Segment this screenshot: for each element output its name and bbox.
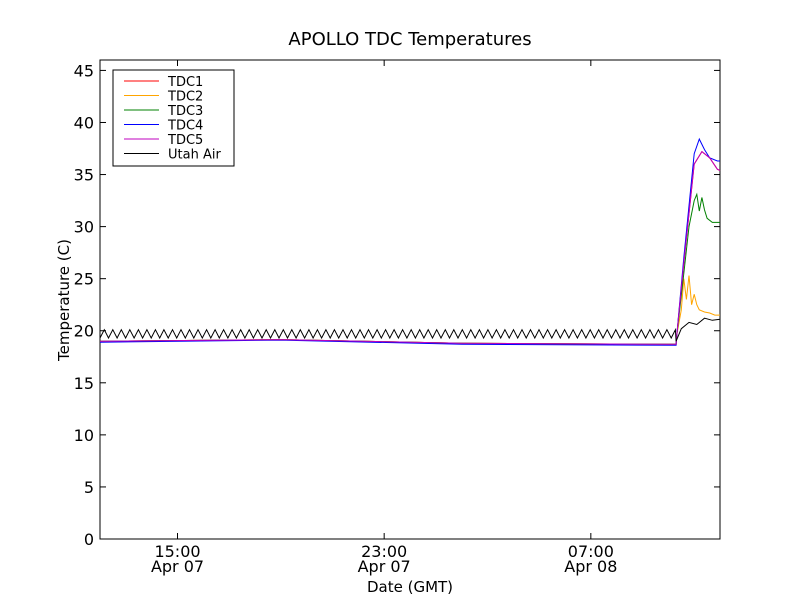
y-tick-label: 40 [74, 113, 94, 132]
series-line-tdc4 [99, 137, 720, 346]
y-axis-label: Temperature (C) [55, 239, 73, 362]
x-tick-time-label: 15:00 [154, 542, 200, 561]
x-axis-label: Date (GMT) [367, 578, 453, 596]
legend-label: TDC2 [167, 90, 203, 105]
y-tick-label: 0 [84, 530, 94, 549]
x-tick-date-label: Apr 07 [358, 557, 411, 576]
y-tick-label: 5 [84, 478, 94, 497]
legend-label: TDC3 [167, 104, 203, 119]
y-tick-label: 20 [74, 322, 94, 341]
y-tick-label: 10 [74, 426, 94, 445]
legend-label: TDC5 [167, 133, 203, 148]
chart-title: APOLLO TDC Temperatures [288, 29, 531, 50]
series-layer [99, 137, 721, 346]
legend-label: TDC1 [167, 75, 203, 90]
y-axis: 0 5 10 15 20 25 30 35 40 45 [74, 61, 720, 549]
y-tick-label: 15 [74, 374, 94, 393]
x-tick-time-label: 07:00 [568, 542, 614, 561]
x-tick-date-label: Apr 08 [564, 557, 617, 576]
x-tick-date-label: Apr 07 [151, 557, 204, 576]
y-tick-label: 35 [74, 166, 94, 185]
series-line-utah-air [99, 317, 721, 342]
x-tick-time-label: 23:00 [361, 542, 407, 561]
y-tick-label: 45 [74, 61, 94, 80]
y-tick-label: 30 [74, 218, 94, 237]
legend-label: Utah Air [168, 148, 221, 163]
series-line-tdc5 [99, 150, 721, 345]
legend-label: TDC4 [167, 119, 203, 134]
y-tick-label: 25 [74, 270, 94, 289]
legend-box [112, 69, 235, 167]
